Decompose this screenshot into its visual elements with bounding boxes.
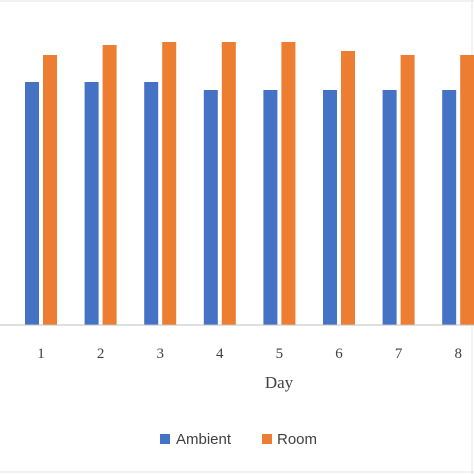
- x-tick-label-3: 3: [156, 346, 164, 362]
- x-tick-label-6: 6: [335, 346, 343, 362]
- legend-swatch-room: [262, 434, 272, 444]
- legend-swatch-ambient: [160, 434, 170, 444]
- x-axis-title: Day: [265, 373, 294, 392]
- bar-ambient-day-1: [25, 82, 39, 325]
- bar-room-day-4: [221, 42, 236, 325]
- x-tick-label-2: 2: [97, 346, 105, 362]
- bar-room-day-6: [341, 51, 355, 325]
- bar-room-day-7: [400, 55, 415, 325]
- bar-room-day-8: [460, 55, 474, 325]
- bar-ambient-day-6: [323, 90, 337, 325]
- bar-room-day-1: [43, 55, 57, 325]
- legend-label-ambient: Ambient: [176, 431, 232, 448]
- bar-ambient-day-8: [442, 90, 457, 325]
- x-tick-label-8: 8: [454, 346, 462, 362]
- bar-room-day-3: [162, 42, 177, 325]
- bar-room-day-2: [102, 45, 117, 325]
- x-tick-label-5: 5: [276, 346, 284, 362]
- x-tick-label-7: 7: [395, 346, 403, 362]
- x-tick-label-1: 1: [37, 346, 45, 362]
- bar-ambient-day-2: [84, 82, 99, 325]
- legend-label-room: Room: [277, 431, 317, 448]
- x-tick-label-4: 4: [216, 346, 224, 362]
- bar-room-day-5: [281, 42, 296, 325]
- bars-group: [25, 42, 474, 325]
- bar-ambient-day-5: [263, 90, 278, 325]
- bar-ambient-day-4: [203, 90, 218, 325]
- bar-ambient-day-7: [382, 90, 397, 325]
- legend: Ambient Room: [160, 431, 317, 448]
- bar-ambient-day-3: [144, 82, 159, 325]
- x-tick-labels: 1 2 3 4 5 6 7 8: [37, 346, 462, 362]
